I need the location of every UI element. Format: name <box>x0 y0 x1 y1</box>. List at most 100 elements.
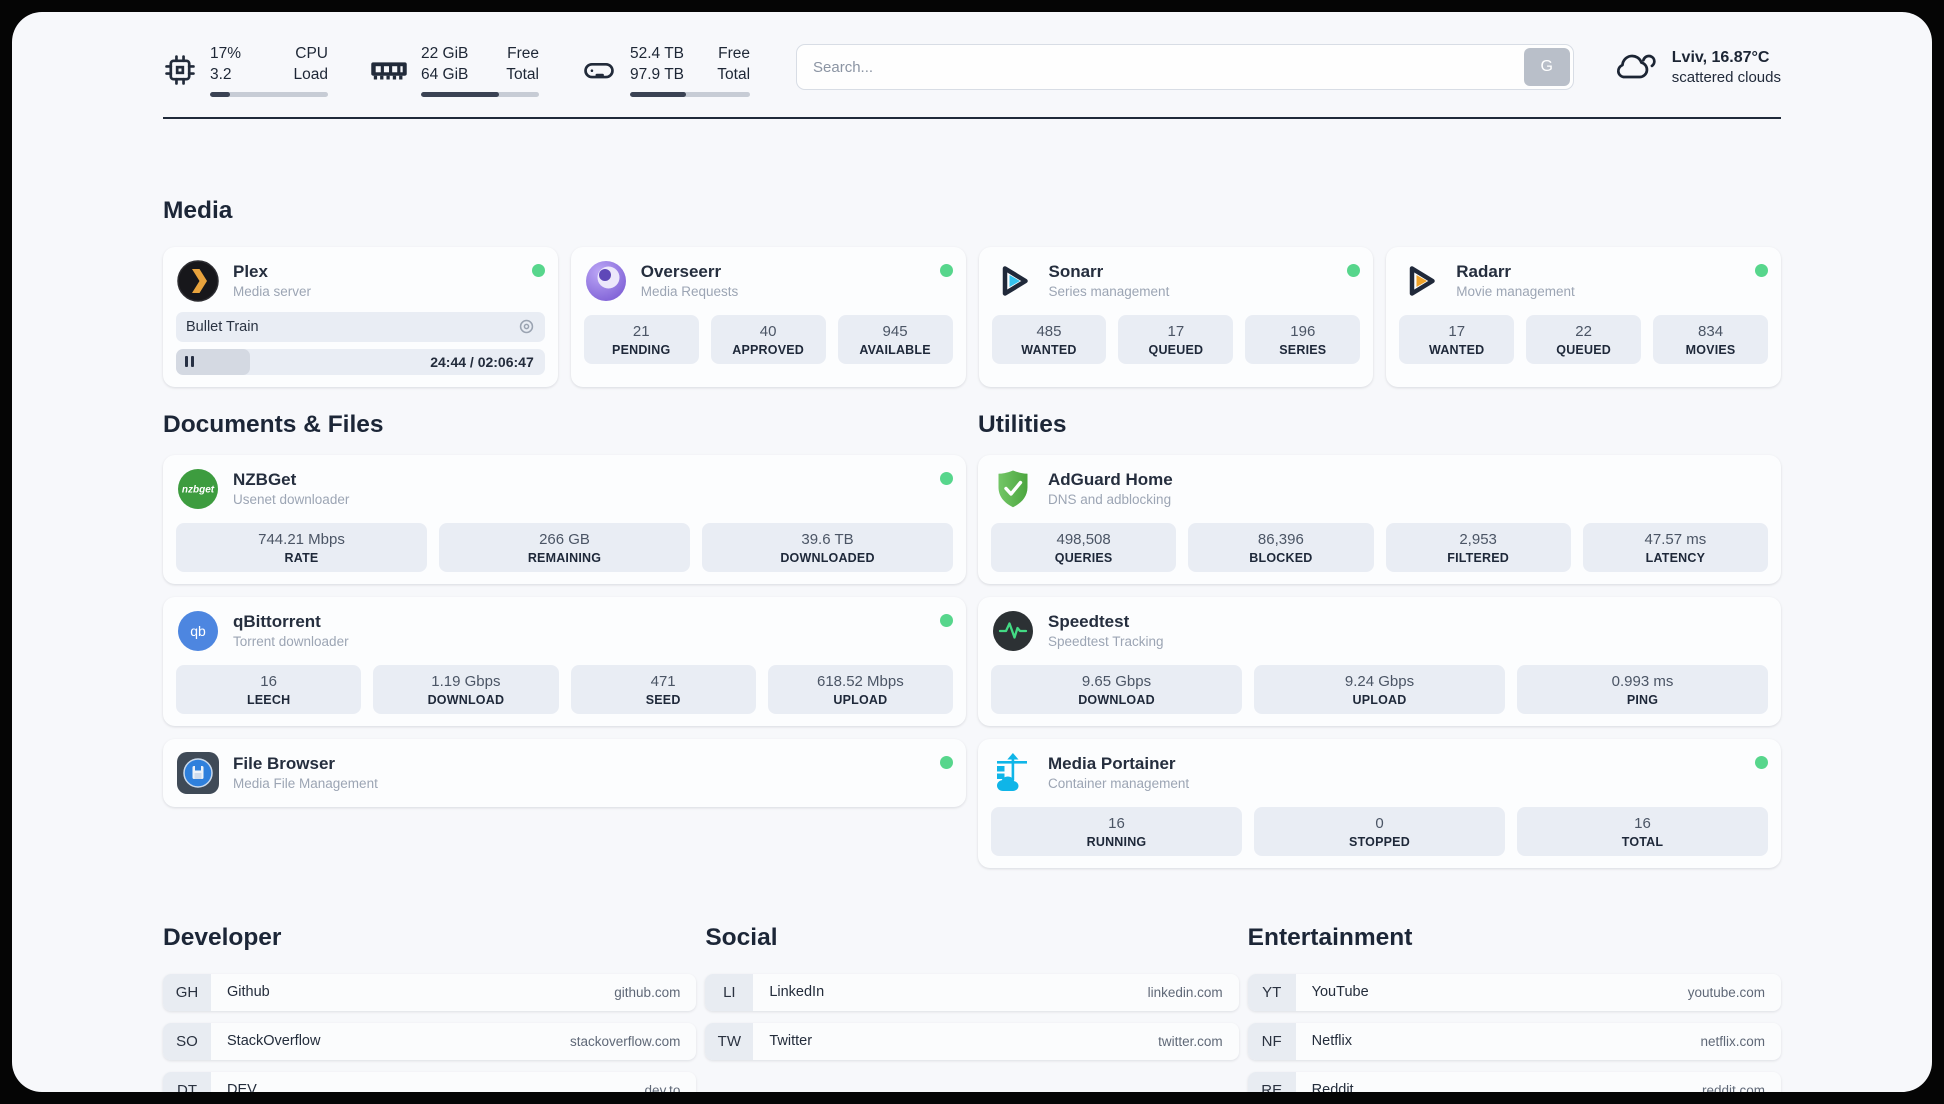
stat-tile: 16 TOTAL <box>1517 806 1768 856</box>
pause-icon[interactable] <box>185 356 195 368</box>
app-description: Media File Management <box>233 776 378 792</box>
stat-value: 9.65 Gbps <box>1081 672 1152 690</box>
app-header: Radarr Movie management <box>1399 259 1768 303</box>
stat-label: QUERIES <box>1054 550 1113 565</box>
app-card-nzbget[interactable]: nzbget NZBGet Usenet downloader 744.21 M… <box>163 454 966 584</box>
app-card-adguard[interactable]: AdGuard Home DNS and adblocking 498,508 Q… <box>978 454 1781 584</box>
app-card-qbittorrent[interactable]: qb qBittorrent Torrent downloader 16 LEEC… <box>163 596 966 726</box>
adguard-icon <box>991 467 1035 511</box>
link-url: stackoverflow.com <box>570 1033 681 1049</box>
stat-row: 9.65 Gbps DOWNLOAD 9.24 Gbps UPLOAD 0.993 ms… <box>991 664 1768 714</box>
memory-free-label: Free <box>507 45 539 62</box>
link-name: Reddit <box>1311 1082 1354 1092</box>
stat-value: 618.52 Mbps <box>817 672 904 690</box>
stat-tile: 9.65 Gbps DOWNLOAD <box>991 664 1242 714</box>
app-header: Sonarr Series management <box>992 259 1361 303</box>
section-title-documents: Documents & Files <box>163 410 384 438</box>
stat-value: 17 <box>1448 322 1466 340</box>
stat-tile: 0.993 ms PING <box>1517 664 1768 714</box>
stat-row: 16 RUNNING 0 STOPPED 16 TOTAL <box>991 806 1768 856</box>
documents-column: Documents & Files nzbget <box>163 411 966 868</box>
portainer-icon <box>991 751 1035 795</box>
app-card-portainer[interactable]: Media Portainer Container management 16 R… <box>978 738 1781 868</box>
link-name: YouTube <box>1311 984 1369 1001</box>
link-name: DEV <box>227 1082 257 1092</box>
stat-label: SERIES <box>1279 342 1327 357</box>
stat-value: 945 <box>882 322 908 340</box>
cpu-load-value: 3.2 <box>210 65 232 83</box>
link-row-netflix[interactable]: NF Netflix netflix.com <box>1247 1022 1781 1060</box>
disk-progress-bar <box>630 91 751 97</box>
app-titles: Media Portainer Container management <box>1048 754 1189 791</box>
app-titles: Overseerr Media Requests <box>641 262 739 299</box>
stat-value: 40 <box>759 322 777 340</box>
stat-value: 485 <box>1036 322 1062 340</box>
link-url: reddit.com <box>1701 1082 1765 1092</box>
stat-value: 39.6 TB <box>801 530 854 548</box>
link-row-youtube[interactable]: YT YouTube youtube.com <box>1247 973 1781 1011</box>
stat-label: DOWNLOADED <box>780 550 875 565</box>
links-column-social: Social LI LinkedIn linkedin.com TW Twitter tw… <box>705 924 1239 1092</box>
now-playing-row[interactable]: Bullet Train <box>176 311 545 342</box>
app-card-filebrowser[interactable]: File Browser Media File Management <box>163 738 966 807</box>
stat-value: 266 GB <box>539 530 590 548</box>
stat-value: 16 <box>1634 814 1651 832</box>
system-stats: 17% 3.2 CPU Load <box>163 44 751 97</box>
app-card-speedtest[interactable]: Speedtest Speedtest Tracking 9.65 Gbps DO… <box>978 596 1781 726</box>
search-engine-button[interactable]: G <box>1523 48 1570 86</box>
stat-label: RUNNING <box>1086 834 1147 849</box>
stat-label: BLOCKED <box>1249 550 1313 565</box>
app-name: Media Portainer <box>1048 754 1176 774</box>
links-column-entertainment: Entertainment YT YouTube youtube.com NF Netf… <box>1247 923 1781 1092</box>
link-row-github[interactable]: GH Github github.com <box>163 973 697 1011</box>
stat-value: 0 <box>1375 814 1384 832</box>
link-badge: SO <box>163 1022 211 1060</box>
stat-value: 86,396 <box>1257 530 1304 548</box>
stat-tile: 0 STOPPED <box>1254 806 1505 856</box>
app-description: Container management <box>1048 776 1190 792</box>
app-header: File Browser Media File Management <box>176 751 953 795</box>
link-row-twitter[interactable]: TW Twitter twitter.com <box>705 1022 1239 1060</box>
radarr-icon <box>1399 259 1443 303</box>
section-title-entertainment: Entertainment <box>1247 923 1413 951</box>
stat-value: 196 <box>1290 322 1316 340</box>
stat-label: DOWNLOAD <box>427 692 505 707</box>
stat-tile: 47.57 ms LATENCY <box>1582 522 1768 572</box>
svg-text:qb: qb <box>190 623 206 639</box>
app-card-radarr[interactable]: Radarr Movie management 17 WANTED 22 QUEUED… <box>1386 246 1781 387</box>
disk-total-value: 97.9 TB <box>630 65 685 83</box>
app-card-overseerr[interactable]: Overseerr Media Requests 21 PENDING 40 APPR… <box>570 246 966 387</box>
app-card-plex[interactable]: Plex Media server Bullet Train <box>163 246 558 387</box>
stat-value: 744.21 Mbps <box>258 530 345 548</box>
status-dot <box>940 755 953 769</box>
link-row-dev[interactable]: DT DEV dev.to <box>163 1071 697 1092</box>
link-row-stackoverflow[interactable]: SO StackOverflow stackoverflow.com <box>163 1022 697 1060</box>
playback-progress-fill <box>176 348 250 375</box>
app-card-sonarr[interactable]: Sonarr Series management 485 WANTED 17 QUEU… <box>978 246 1374 387</box>
utilities-column: Utilities <box>978 411 1781 868</box>
link-url: twitter.com <box>1158 1033 1223 1049</box>
app-titles: NZBGet Usenet downloader <box>233 470 349 507</box>
stat-value: 22 <box>1575 322 1592 340</box>
stat-label: FILTERED <box>1447 550 1510 565</box>
memory-progress-bar <box>421 91 539 97</box>
stat-value: 471 <box>650 672 676 690</box>
link-row-reddit[interactable]: RE Reddit reddit.com <box>1247 1071 1781 1092</box>
link-name: Netflix <box>1311 1033 1352 1050</box>
app-titles: Speedtest Speedtest Tracking <box>1048 612 1164 649</box>
stat-label: PING <box>1626 692 1659 707</box>
stat-tile: 1.19 Gbps DOWNLOAD <box>373 664 559 714</box>
cpu-stat-group: 17% 3.2 CPU Load <box>163 44 328 97</box>
weather-location-temp: Lviv, 16.87°C <box>1671 49 1770 66</box>
link-row-linkedin[interactable]: LI LinkedIn linkedin.com <box>705 973 1239 1011</box>
link-list: LI LinkedIn linkedin.com TW Twitter twitter.c… <box>705 973 1239 1060</box>
disk-progress-fill <box>630 91 687 97</box>
stat-row: 16 LEECH 1.19 Gbps DOWNLOAD 471 SEED 618.52 Mb… <box>176 664 953 714</box>
stat-tile: 498,508 QUERIES <box>991 522 1177 572</box>
stat-value: 16 <box>1108 814 1125 832</box>
stat-tile: 39.6 TB DOWNLOADED <box>702 522 953 572</box>
stat-row: 17 WANTED 22 QUEUED 834 MOVIES <box>1399 314 1769 364</box>
memory-stat-group: 22 GiB 64 GiB Free Total <box>370 44 539 97</box>
search-input[interactable] <box>797 45 1521 89</box>
plex-icon <box>176 259 220 303</box>
